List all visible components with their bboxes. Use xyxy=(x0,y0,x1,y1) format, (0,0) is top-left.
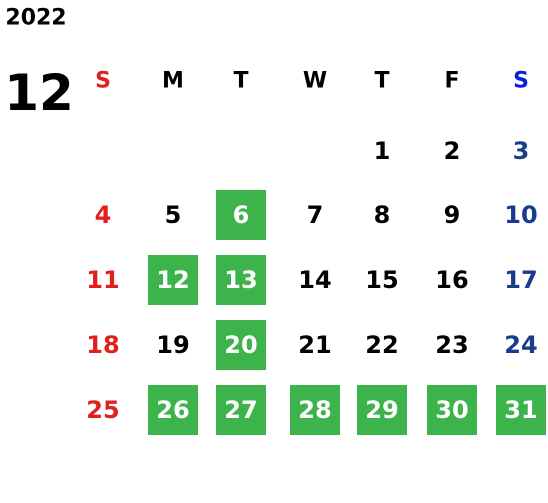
weekday-label: W xyxy=(302,68,328,94)
day: 3 xyxy=(512,137,530,165)
weekday-label: S xyxy=(513,68,529,94)
highlighted-day: 20 xyxy=(216,320,266,370)
day: 21 xyxy=(298,331,332,359)
day: 15 xyxy=(365,266,399,294)
day: 24 xyxy=(504,331,538,359)
day: 7 xyxy=(306,201,324,229)
month: 12 xyxy=(4,64,74,122)
day: 17 xyxy=(504,266,538,294)
day: 25 xyxy=(86,396,120,424)
day: 11 xyxy=(86,266,120,294)
day: 4 xyxy=(94,201,112,229)
highlighted-day: 26 xyxy=(148,385,198,435)
day: 22 xyxy=(365,331,399,359)
weekday-label: T xyxy=(374,68,390,94)
day: 10 xyxy=(504,201,538,229)
year: 2022 xyxy=(5,5,67,31)
day: 9 xyxy=(443,201,461,229)
highlighted-day: 12 xyxy=(148,255,198,305)
highlighted-day: 13 xyxy=(216,255,266,305)
weekday-label: M xyxy=(162,68,184,94)
day: 14 xyxy=(298,266,332,294)
weekday-label: T xyxy=(233,68,249,94)
day: 16 xyxy=(435,266,469,294)
highlighted-day: 28 xyxy=(290,385,340,435)
highlighted-day: 29 xyxy=(357,385,407,435)
highlighted-day: 27 xyxy=(216,385,266,435)
day: 8 xyxy=(373,201,391,229)
weekday-label: S xyxy=(95,68,111,94)
day: 18 xyxy=(86,331,120,359)
day: 23 xyxy=(435,331,469,359)
day: 2 xyxy=(443,137,461,165)
day: 1 xyxy=(373,137,391,165)
highlighted-day: 31 xyxy=(496,385,546,435)
weekday-label: F xyxy=(444,68,460,94)
day: 19 xyxy=(156,331,190,359)
highlighted-day: 6 xyxy=(216,190,266,240)
day: 5 xyxy=(164,201,182,229)
highlighted-day: 30 xyxy=(427,385,477,435)
